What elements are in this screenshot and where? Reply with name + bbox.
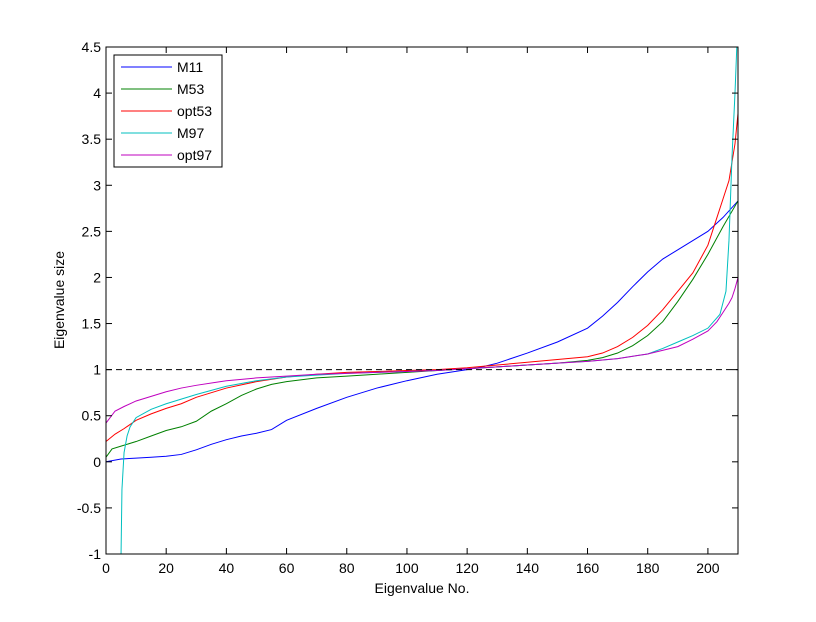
y-tick-label: 1.5 [82,316,102,332]
plot-frame [105,46,739,555]
legend-label-m11: M11 [177,59,203,75]
y-tick-label: 3 [93,177,101,193]
series-line-m11 [106,200,738,463]
y-tick-label: 2.5 [82,223,102,239]
y-tick-label: -1 [89,546,102,562]
series-line-opt97 [106,277,738,424]
series-layer [106,47,738,554]
x-tick-label: 100 [395,560,419,576]
y-tick-label: 2 [93,269,101,285]
x-tick-label: 80 [339,560,355,576]
y-tick-label: 3.5 [82,131,102,147]
x-tick-label: 20 [158,560,174,576]
x-tick-label: 180 [636,560,660,576]
x-tick-label: 40 [219,560,235,576]
legend-label-opt53: opt53 [177,103,212,119]
x-tick-label: 200 [696,560,720,576]
legend-label-m53: M53 [177,81,204,97]
y-axis-label: Eigenvalue size [51,251,67,349]
legend: M11 M53 opt53 M97 opt97 [113,54,223,168]
series-line-opt53 [106,113,738,442]
legend-label-opt97: opt97 [177,147,212,163]
x-tick-label: 120 [455,560,479,576]
y-tick-label: 4.5 [82,39,102,55]
y-tick-label: 0.5 [82,408,102,424]
y-tick-label: 4 [93,85,101,101]
y-tick-label: 0 [93,454,101,470]
x-tick-label: 60 [279,560,295,576]
legend-label-m97: M97 [177,125,204,141]
series-line-m53 [106,200,738,458]
y-tick-label: -0.5 [77,500,101,516]
y-tick-label: 1 [93,362,101,378]
x-tick-label: 160 [576,560,600,576]
x-tick-label: 0 [102,560,110,576]
legend-items: M11 M53 opt53 M97 opt97 [121,59,212,163]
x-tick-label: 140 [516,560,540,576]
tick-layer: 0 20 40 60 80 100 120 140 160 180 200 -1 -0.5 0 0.5 1 1.… [77,39,738,576]
x-axis-label: Eigenvalue No. [375,580,470,596]
